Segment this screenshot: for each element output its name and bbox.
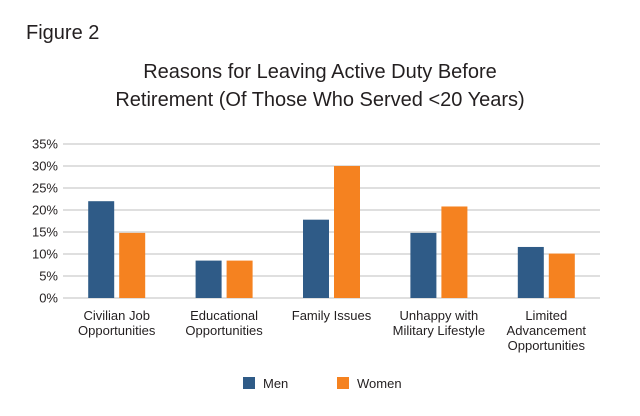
y-tick-label: 10% — [32, 247, 58, 262]
legend-swatch-women — [337, 377, 349, 389]
y-tick-label: 30% — [32, 159, 58, 174]
x-category-label: Limited Advancement Opportunities — [507, 308, 587, 353]
x-category-label: Educational Opportunities — [185, 308, 263, 338]
bar-women — [334, 166, 360, 298]
y-tick-label: 20% — [32, 203, 58, 218]
chart-title-line-2: Retirement (Of Those Who Served <20 Year… — [115, 89, 525, 111]
chart-title-line-1: Reasons for Leaving Active Duty Before — [143, 61, 497, 83]
y-tick-label: 35% — [32, 137, 58, 152]
legend-label-women: Women — [357, 376, 402, 391]
legend-label-men: Men — [263, 376, 288, 391]
bar-men — [195, 260, 222, 298]
bar-men — [517, 246, 544, 298]
bar-women — [548, 253, 575, 298]
y-tick-label: 5% — [39, 269, 58, 284]
figure-label: Figure 2 — [26, 22, 100, 44]
x-category-label: Unhappy with Military Lifestyle — [393, 308, 485, 338]
bar-women — [119, 232, 146, 298]
chart-title: Reasons for Leaving Active Duty Before R… — [0, 58, 640, 114]
y-tick-label: 0% — [39, 291, 58, 306]
bar-women — [441, 206, 468, 298]
bar-men — [410, 232, 437, 298]
bar-men — [303, 219, 329, 298]
x-category-label: Family Issues — [292, 308, 372, 323]
y-tick-label: 15% — [32, 225, 58, 240]
y-tick-label: 25% — [32, 181, 58, 196]
x-category-label: Civilian Job Opportunities — [78, 308, 156, 338]
legend-swatch-men — [243, 377, 255, 389]
bar-men — [88, 201, 115, 298]
bar-women — [226, 260, 253, 298]
